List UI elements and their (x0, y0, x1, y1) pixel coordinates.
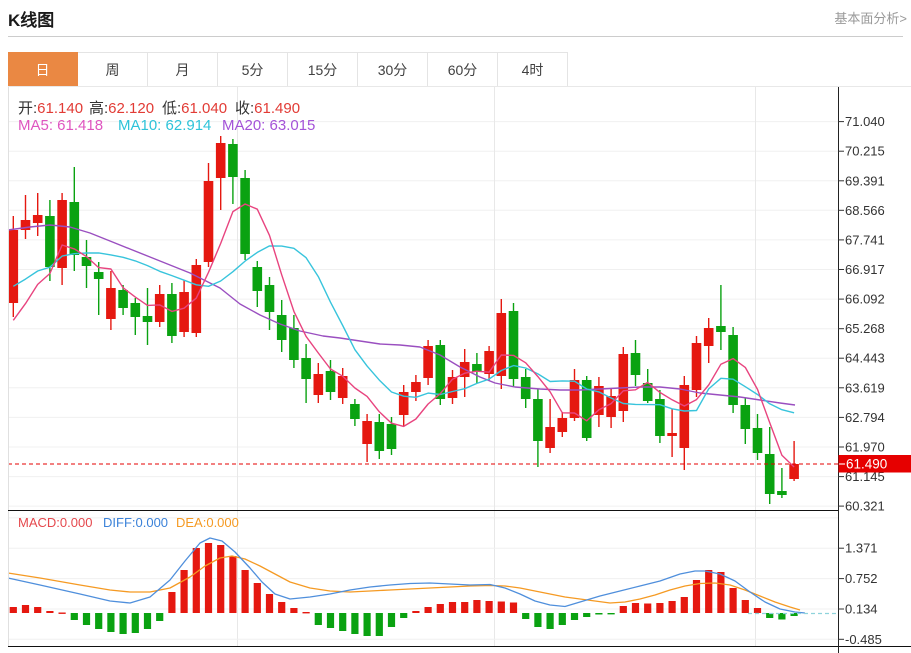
svg-text:64.443: 64.443 (845, 351, 885, 366)
svg-text:66.092: 66.092 (845, 292, 885, 307)
svg-text:61.970: 61.970 (845, 440, 885, 455)
svg-text:68.566: 68.566 (845, 203, 885, 218)
svg-text:67.741: 67.741 (845, 232, 885, 247)
svg-text:60.321: 60.321 (845, 499, 885, 514)
svg-text:62.794: 62.794 (845, 410, 885, 425)
svg-text:-0.485: -0.485 (845, 632, 882, 647)
svg-text:0.752: 0.752 (845, 571, 878, 586)
svg-text:63.619: 63.619 (845, 380, 885, 395)
svg-text:61.490: 61.490 (846, 457, 887, 472)
svg-text:65.268: 65.268 (845, 321, 885, 336)
svg-text:71.040: 71.040 (845, 114, 885, 129)
svg-text:61.145: 61.145 (845, 469, 885, 484)
svg-text:69.391: 69.391 (845, 173, 885, 188)
svg-text:0.134: 0.134 (845, 602, 878, 617)
svg-text:66.917: 66.917 (845, 262, 885, 277)
svg-text:70.215: 70.215 (845, 144, 885, 159)
svg-text:1.371: 1.371 (845, 541, 878, 556)
